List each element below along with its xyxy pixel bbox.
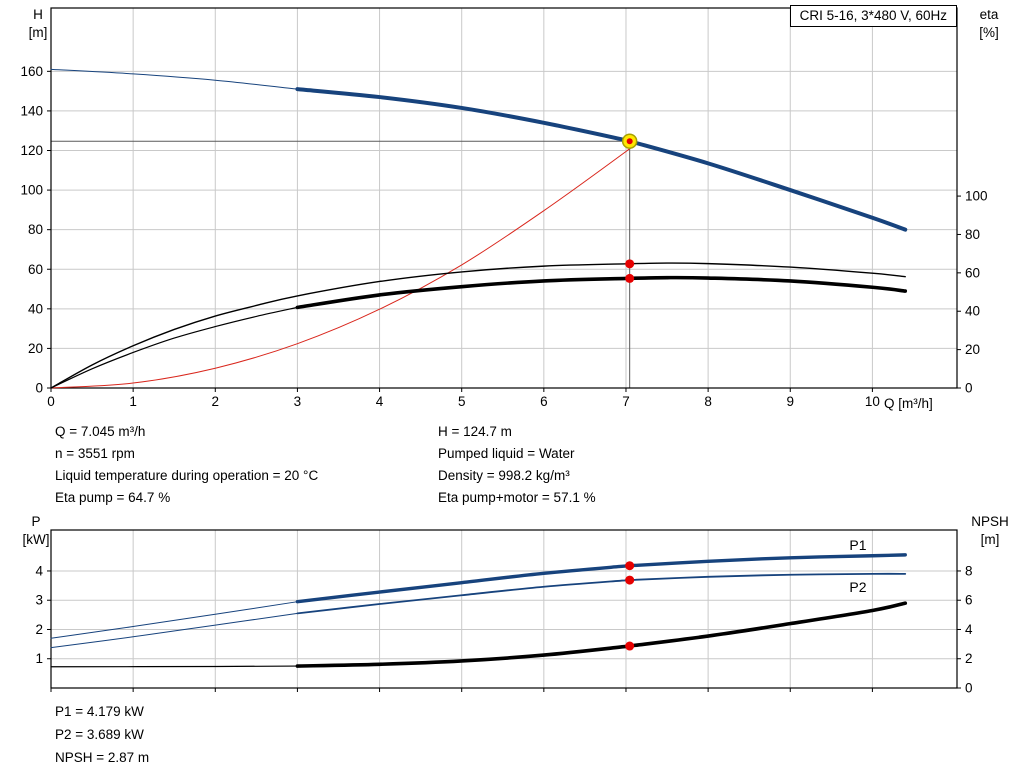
- power-npsh-chart: 1 2 3 4 0 2 4 6 8 P1 P2: [35, 529, 973, 696]
- eta-pump-readout: Eta pump = 64.7 %: [55, 490, 171, 505]
- operating-dot: [625, 561, 635, 571]
- density-readout: Density = 998.2 kg/m³: [438, 468, 570, 483]
- y-right-tick-label: 6: [965, 593, 973, 608]
- liquid-temperature-readout: Liquid temperature during operation = 20…: [55, 468, 319, 483]
- eta-pump-motor-curve: [295, 275, 908, 310]
- h-axis-unit: [m]: [28, 25, 48, 40]
- p-axis-title: P [kW]: [12, 513, 60, 549]
- h-axis-title: H [m]: [16, 6, 60, 42]
- npsh-readout: NPSH = 2.87 m: [55, 750, 150, 765]
- power-readouts: P1 = 4.179 kW P2 = 3.689 kW NPSH = 2.87 …: [55, 700, 149, 769]
- y-right-tick-label: 20: [965, 342, 980, 357]
- duty-readouts-left: Q = 7.045 m³/h n = 3551 rpm Liquid tempe…: [55, 421, 318, 509]
- y-left-tick-label: 160: [20, 64, 43, 79]
- y-right-tick-label: 80: [965, 227, 980, 242]
- x-tick-label: 9: [786, 394, 794, 409]
- series-label-p2: P2: [849, 579, 866, 595]
- system-curve: [50, 145, 634, 389]
- y-right-tick-label: 8: [965, 563, 973, 578]
- eta-axis-title: eta [%]: [964, 6, 1014, 42]
- p1-curve: [295, 553, 907, 604]
- y-right-tick-label: 4: [965, 622, 973, 637]
- y-left-tick-label: 4: [35, 563, 43, 578]
- operating-dot: [625, 641, 635, 651]
- p1-readout: P1 = 4.179 kW: [55, 704, 144, 719]
- x-tick-label: 8: [704, 394, 712, 409]
- npsh-axis-unit: [m]: [980, 532, 1000, 547]
- plot-border: [50, 7, 958, 389]
- eta-pump-curve: [50, 262, 906, 389]
- series-label-p1: P1: [849, 537, 866, 553]
- eta-axis-unit: [%]: [979, 25, 999, 40]
- duty-point-center: [626, 138, 633, 145]
- duty-point-marker[interactable]: [621, 133, 638, 149]
- eta-pump-motor-extension: [50, 306, 299, 389]
- plot-border: [50, 529, 958, 689]
- x-tick-label: 1: [129, 394, 137, 409]
- p-axis-symbol: P: [31, 514, 41, 529]
- eta-axis-symbol: eta: [979, 7, 999, 22]
- eta-pump-motor-readout: Eta pump+motor = 57.1 %: [438, 490, 596, 505]
- npsh-extension: [50, 665, 299, 668]
- y-right-tick-label: 60: [965, 265, 980, 280]
- p2-readout: P2 = 3.689 kW: [55, 727, 144, 742]
- x-tick-label: 5: [458, 394, 466, 409]
- x-tick-label: 3: [294, 394, 302, 409]
- y-left-tick-label: 100: [20, 183, 43, 198]
- qh-eta-chart: 0 1 2 3 4 5 6 7 8 9 100204060801001201401600204060…: [20, 7, 988, 409]
- y-left-tick-label: 80: [28, 222, 43, 237]
- y-right-tick-label: 100: [965, 189, 988, 204]
- y-left-tick-label: 120: [20, 143, 43, 158]
- y-left-tick-label: 2: [35, 622, 43, 637]
- p-axis-unit: [kW]: [22, 532, 50, 547]
- pump-curve: [295, 87, 908, 232]
- pumped-liquid-readout: Pumped liquid = Water: [438, 446, 575, 461]
- x-tick-label: 0: [47, 394, 55, 409]
- operating-dot: [625, 259, 635, 269]
- pump-title-box: CRI 5-16, 3*480 V, 60Hz: [789, 5, 957, 27]
- operating-dot: [625, 273, 635, 283]
- y-left-tick-label: 60: [28, 262, 43, 277]
- q-axis-label: Q [m³/h]: [884, 396, 933, 411]
- p2-extension: [50, 612, 298, 649]
- npsh-axis-symbol: NPSH: [971, 514, 1009, 529]
- y-left-tick-label: 3: [35, 593, 43, 608]
- x-tick-label: 2: [212, 394, 220, 409]
- y-left-tick-label: 20: [28, 341, 43, 356]
- x-tick-label: 6: [540, 394, 548, 409]
- x-tick-label: 4: [376, 394, 384, 409]
- duty-readouts-right: H = 124.7 m Pumped liquid = Water Densit…: [438, 421, 596, 509]
- duty-flow-readout: Q = 7.045 m³/h: [55, 424, 146, 439]
- x-tick-label: 10: [865, 394, 880, 409]
- npsh-curve: [295, 601, 908, 668]
- npsh-axis-title: NPSH [m]: [960, 513, 1020, 549]
- y-right-tick-label: 0: [965, 681, 973, 696]
- y-left-tick-label: 40: [28, 301, 43, 316]
- y-right-tick-label: 0: [965, 381, 973, 396]
- h-axis-symbol: H: [33, 7, 43, 22]
- y-left-tick-label: 1: [35, 651, 43, 666]
- y-right-tick-label: 2: [965, 651, 973, 666]
- operating-dot: [625, 575, 635, 585]
- duty-head-readout: H = 124.7 m: [438, 424, 512, 439]
- y-left-tick-label: 140: [20, 103, 43, 118]
- pump-curve-extension: [50, 68, 298, 90]
- speed-readout: n = 3551 rpm: [55, 446, 135, 461]
- y-left-tick-label: 0: [35, 381, 43, 396]
- p1-extension: [50, 601, 298, 639]
- p2-curve: [296, 572, 907, 615]
- x-tick-label: 7: [622, 394, 630, 409]
- y-right-tick-label: 40: [965, 304, 980, 319]
